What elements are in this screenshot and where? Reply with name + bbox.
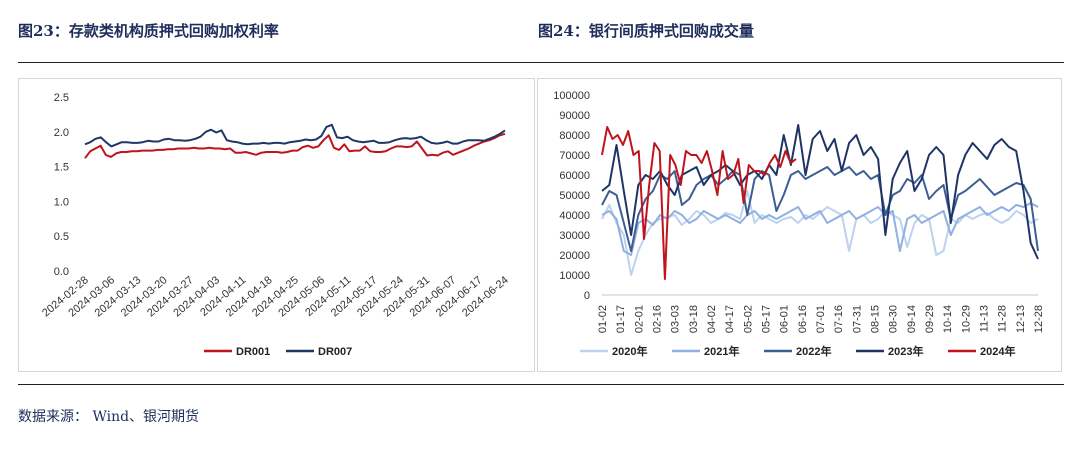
- y-tick-label: 20000: [559, 250, 590, 262]
- series-line-2023年: [601, 124, 1039, 260]
- legend-label: DR007: [318, 346, 352, 358]
- legend-label: 2023年: [888, 344, 923, 358]
- legend-label: 2022年: [796, 344, 831, 358]
- right-chart-panel: 100000 90000 80000 70000 60000 50000 40000 3000…: [537, 78, 1062, 372]
- x-tick-label: 02-01: [633, 305, 645, 333]
- legend-label: DR001: [236, 346, 270, 358]
- x-tick-label: 04-02: [706, 305, 718, 333]
- repo-volume-chart: 1000009000080000700006000050000400003000…: [553, 90, 1045, 358]
- y-tick-label: 60000: [559, 170, 590, 182]
- left-chart-panel: 2.5 2.0 1.5 1.0 0.5 0.0 2024-02-28 2024-03-06 20…: [18, 78, 535, 372]
- x-tick-label: 04-17: [724, 305, 736, 333]
- bottom-rule: [18, 384, 1064, 385]
- x-tick-label: 07-01: [815, 305, 827, 333]
- x-tick-label: 01-17: [615, 305, 627, 333]
- x-tick-label: 06-16: [797, 305, 809, 333]
- source-note: 数据来源： Wind、银河期货: [18, 409, 200, 425]
- x-tick-label: 09-14: [906, 305, 918, 333]
- x-tick-label: 05-17: [761, 305, 773, 333]
- y-tick-label: 1.0: [54, 196, 69, 208]
- x-tick-label: 12-28: [1033, 305, 1045, 333]
- series-line-DR001: [84, 132, 506, 159]
- y-tick-label: 50000: [559, 190, 590, 202]
- x-tick-label: 05-02: [742, 305, 754, 333]
- series-line-2024年: [601, 126, 797, 280]
- legend-label: 2020年: [612, 344, 647, 358]
- y-tick-label: 70000: [559, 150, 590, 162]
- y-tick-label: 100000: [553, 90, 590, 102]
- y-tick-label: 40000: [559, 210, 590, 222]
- series-line-2022年: [601, 166, 1039, 252]
- legend-label: 2024年: [980, 344, 1015, 358]
- legend-label: 2021年: [704, 344, 739, 358]
- x-tick-label: 11-13: [979, 305, 991, 332]
- y-tick-label: 1.5: [54, 162, 69, 174]
- x-tick-label: 07-16: [833, 305, 845, 333]
- y-tick-label: 30000: [559, 230, 590, 242]
- y-tick-label: 0: [584, 290, 590, 302]
- y-tick-label: 10000: [559, 270, 590, 282]
- x-tick-label: 03-18: [688, 305, 700, 333]
- x-tick-label: 06-01: [779, 305, 791, 333]
- series-line-DR007: [84, 123, 506, 148]
- x-tick-label: 10-29: [960, 305, 972, 333]
- y-tick-label: 90000: [559, 110, 590, 122]
- y-tick-label: 80000: [559, 130, 590, 142]
- left-figure-title: 图23：存款类机构质押式回购加权利率: [18, 22, 279, 40]
- right-figure-title: 图24：银行间质押式回购成交量: [538, 22, 754, 40]
- x-tick-label: 08-15: [870, 305, 882, 333]
- x-tick-label: 12-13: [1015, 305, 1027, 333]
- x-tick-label: 03-03: [670, 305, 682, 333]
- y-tick-label: 2.0: [54, 127, 69, 139]
- x-tick-label: 09-29: [924, 305, 936, 333]
- x-tick-label: 08-30: [888, 305, 900, 333]
- x-tick-label: 10-14: [942, 305, 954, 333]
- x-tick-label: 07-31: [851, 305, 863, 333]
- dr-rate-chart: 2.52.01.51.00.50.02024-02-282024-03-0620…: [40, 92, 511, 358]
- x-tick-label: 02-16: [652, 305, 664, 333]
- series-line-2021年: [601, 202, 1039, 256]
- x-tick-label: 11-28: [997, 305, 1009, 332]
- y-tick-label: 2.5: [54, 92, 69, 104]
- y-tick-label: 0.5: [54, 231, 69, 243]
- y-tick-label: 0.0: [54, 266, 69, 278]
- top-rule: [18, 62, 1064, 63]
- x-tick-label: 01-02: [597, 305, 609, 333]
